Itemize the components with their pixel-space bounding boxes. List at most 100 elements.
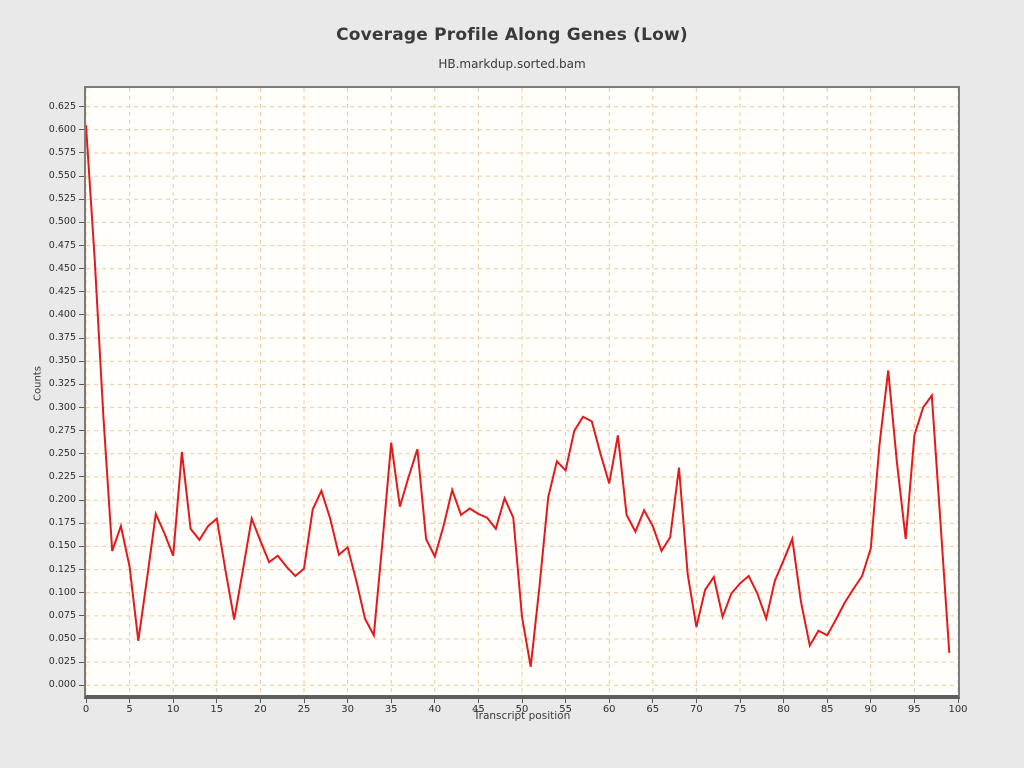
x-tick-mark: [739, 699, 741, 703]
y-tick-mark: [79, 499, 84, 501]
y-tick-label: 0.275: [48, 424, 76, 436]
y-tick-mark: [79, 291, 84, 293]
y-tick-mark: [79, 615, 84, 617]
y-tick-label: 0.250: [48, 447, 76, 459]
y-tick-label: 0.025: [48, 656, 76, 668]
plot-area: [84, 86, 960, 699]
y-tick-mark: [79, 175, 84, 177]
y-tick-mark: [79, 314, 84, 316]
y-tick-mark: [79, 337, 84, 339]
y-tick-mark: [79, 684, 84, 686]
x-tick-label: 10: [166, 704, 180, 715]
y-tick-label: 0.050: [48, 632, 76, 644]
x-tick-mark: [216, 699, 218, 703]
y-tick-mark: [79, 476, 84, 478]
x-tick-mark: [259, 699, 261, 703]
x-tick-mark: [826, 699, 828, 703]
y-tick-label: 0.600: [48, 123, 76, 135]
x-tick-mark: [913, 699, 915, 703]
line-chart-svg: [86, 88, 958, 695]
x-tick-mark: [652, 699, 654, 703]
y-tick-label: 0.450: [48, 262, 76, 274]
x-tick-mark: [172, 699, 174, 703]
x-tick-label: 100: [948, 704, 968, 715]
x-tick-mark: [957, 699, 959, 703]
y-tick-mark: [79, 430, 84, 432]
y-tick-label: 0.150: [48, 540, 76, 552]
x-tick-mark: [129, 699, 131, 703]
y-tick-label: 0.350: [48, 355, 76, 367]
x-tick-mark: [870, 699, 872, 703]
y-tick-label: 0.325: [48, 378, 76, 390]
coverage-line: [86, 125, 951, 667]
x-tick-label: 60: [602, 704, 616, 715]
y-tick-mark: [79, 453, 84, 455]
y-tick-label: 0.525: [48, 193, 76, 205]
y-tick-label: 0.575: [48, 146, 76, 158]
x-tick-mark: [434, 699, 436, 703]
y-tick-mark: [79, 152, 84, 154]
y-tick-label: 0.625: [48, 100, 76, 112]
x-tick-label: 25: [297, 704, 311, 715]
x-tick-label: 75: [733, 704, 747, 715]
y-tick-label: 0.475: [48, 239, 76, 251]
x-tick-mark: [565, 699, 567, 703]
x-tick-mark: [521, 699, 523, 703]
y-tick-mark: [79, 360, 84, 362]
x-tick-label: 65: [646, 704, 660, 715]
y-tick-mark: [79, 638, 84, 640]
y-tick-label: 0.400: [48, 308, 76, 320]
y-tick-label: 0.425: [48, 285, 76, 297]
y-tick-mark: [79, 129, 84, 131]
y-tick-label: 0.375: [48, 332, 76, 344]
x-tick-mark: [608, 699, 610, 703]
y-tick-label: 0.500: [48, 216, 76, 228]
x-tick-label: 50: [515, 704, 529, 715]
x-tick-label: 0: [82, 704, 90, 715]
y-tick-label: 0.200: [48, 494, 76, 506]
x-tick-label: 15: [210, 704, 224, 715]
y-tick-label: 0.225: [48, 470, 76, 482]
y-tick-mark: [79, 245, 84, 247]
y-tick-label: 0.300: [48, 401, 76, 413]
x-tick-mark: [303, 699, 305, 703]
y-tick-label: 0.075: [48, 609, 76, 621]
x-tick-mark: [85, 699, 87, 703]
x-tick-label: 70: [690, 704, 703, 715]
y-tick-label: 0.000: [48, 679, 76, 691]
x-tick-label: 35: [384, 704, 398, 715]
x-tick-label: 95: [908, 704, 921, 715]
y-tick-label: 0.175: [48, 517, 76, 529]
y-tick-mark: [79, 198, 84, 200]
y-tick-mark: [79, 383, 84, 385]
y-tick-mark: [79, 661, 84, 663]
y-tick-mark: [79, 545, 84, 547]
x-tick-mark: [477, 699, 479, 703]
x-tick-label: 45: [472, 704, 485, 715]
y-tick-mark: [79, 569, 84, 571]
y-tick-mark: [79, 592, 84, 594]
y-tick-label: 0.100: [48, 586, 76, 598]
x-tick-label: 85: [820, 704, 834, 715]
x-tick-label: 55: [559, 704, 572, 715]
x-tick-label: 5: [126, 704, 133, 715]
x-tick-label: 90: [864, 704, 878, 715]
chart-subtitle: HB.markdup.sorted.bam: [438, 57, 586, 71]
y-tick-label: 0.125: [48, 563, 76, 575]
y-tick-mark: [79, 268, 84, 270]
x-tick-mark: [695, 699, 697, 703]
y-tick-mark: [79, 221, 84, 223]
x-tick-label: 40: [428, 704, 442, 715]
y-tick-label: 0.550: [48, 170, 76, 182]
y-tick-mark: [79, 522, 84, 524]
chart-title: Coverage Profile Along Genes (Low): [336, 25, 688, 45]
y-tick-mark: [79, 106, 84, 108]
x-axis-title: Transcript position: [473, 710, 571, 722]
x-tick-label: 20: [254, 704, 267, 715]
x-tick-mark: [783, 699, 785, 703]
x-tick-mark: [347, 699, 349, 703]
x-tick-label: 30: [341, 704, 354, 715]
y-tick-mark: [79, 407, 84, 409]
x-tick-label: 80: [777, 704, 790, 715]
